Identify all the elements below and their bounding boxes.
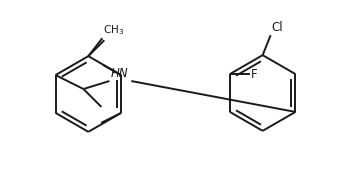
Text: HN: HN <box>110 67 128 80</box>
Text: CH$_3$: CH$_3$ <box>103 23 125 37</box>
Text: F: F <box>251 68 257 81</box>
Text: Cl: Cl <box>272 21 283 34</box>
